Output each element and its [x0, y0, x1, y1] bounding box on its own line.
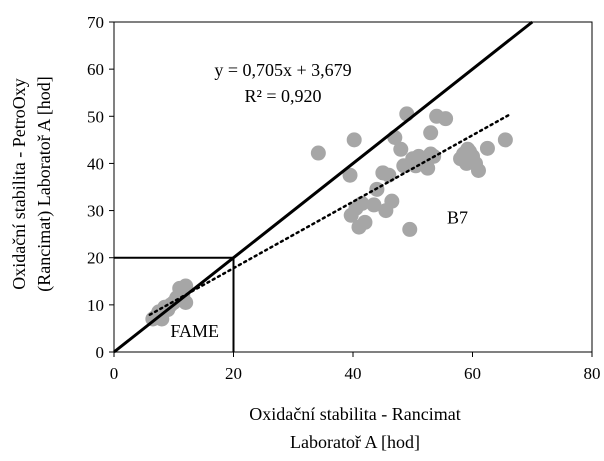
data-point [381, 167, 397, 183]
y-tick-label: 20 [87, 249, 104, 268]
y-axis-title-line2: (Rancimat) Laboratoř A [hod] [34, 76, 55, 291]
x-tick-label: 20 [225, 364, 242, 383]
r-squared-label: R² = 0,920 [244, 86, 321, 106]
data-point [354, 196, 370, 211]
data-point [423, 125, 439, 141]
data-point [342, 167, 358, 183]
y-tick-label: 60 [87, 60, 104, 79]
y-axis-title-line1: Oxidační stabilita - PetroOxy [9, 78, 29, 289]
data-point [346, 132, 362, 148]
data-point [438, 111, 454, 127]
data-point [178, 278, 194, 294]
x-axis-title-line2: Laboratoř A [hod] [290, 432, 420, 452]
x-axis-title-line1: Oxidační stabilita - Rancimat [249, 404, 460, 424]
y-tick-label: 0 [96, 343, 105, 362]
x-tick-label: 60 [464, 364, 481, 383]
trendline [148, 114, 510, 316]
x-tick-label: 0 [110, 364, 119, 383]
y-tick-label: 70 [87, 13, 104, 32]
data-point [357, 214, 373, 230]
y-tick-label: 30 [87, 202, 104, 221]
x-tick-label: 40 [345, 364, 362, 383]
data-point [470, 163, 486, 178]
data-point [402, 221, 418, 237]
x-tick-label: 80 [584, 364, 601, 383]
group-annotation-b7: B7 [447, 208, 468, 228]
data-point [384, 193, 400, 209]
data-point [366, 197, 382, 213]
equation-label: y = 0,705x + 3,679 [214, 60, 351, 80]
data-point [479, 140, 495, 156]
group-annotation-fame: FAME [170, 321, 219, 341]
data-point [310, 145, 326, 161]
y-tick-label: 50 [87, 107, 104, 126]
y-tick-label: 10 [87, 296, 104, 315]
data-point [497, 132, 513, 148]
y-tick-label: 40 [87, 154, 104, 173]
data-point [420, 160, 436, 176]
plot-area: 0 20 40 60 80 0 10 20 30 40 50 60 70 FAME B7 [87, 13, 601, 383]
data-point [393, 141, 409, 157]
